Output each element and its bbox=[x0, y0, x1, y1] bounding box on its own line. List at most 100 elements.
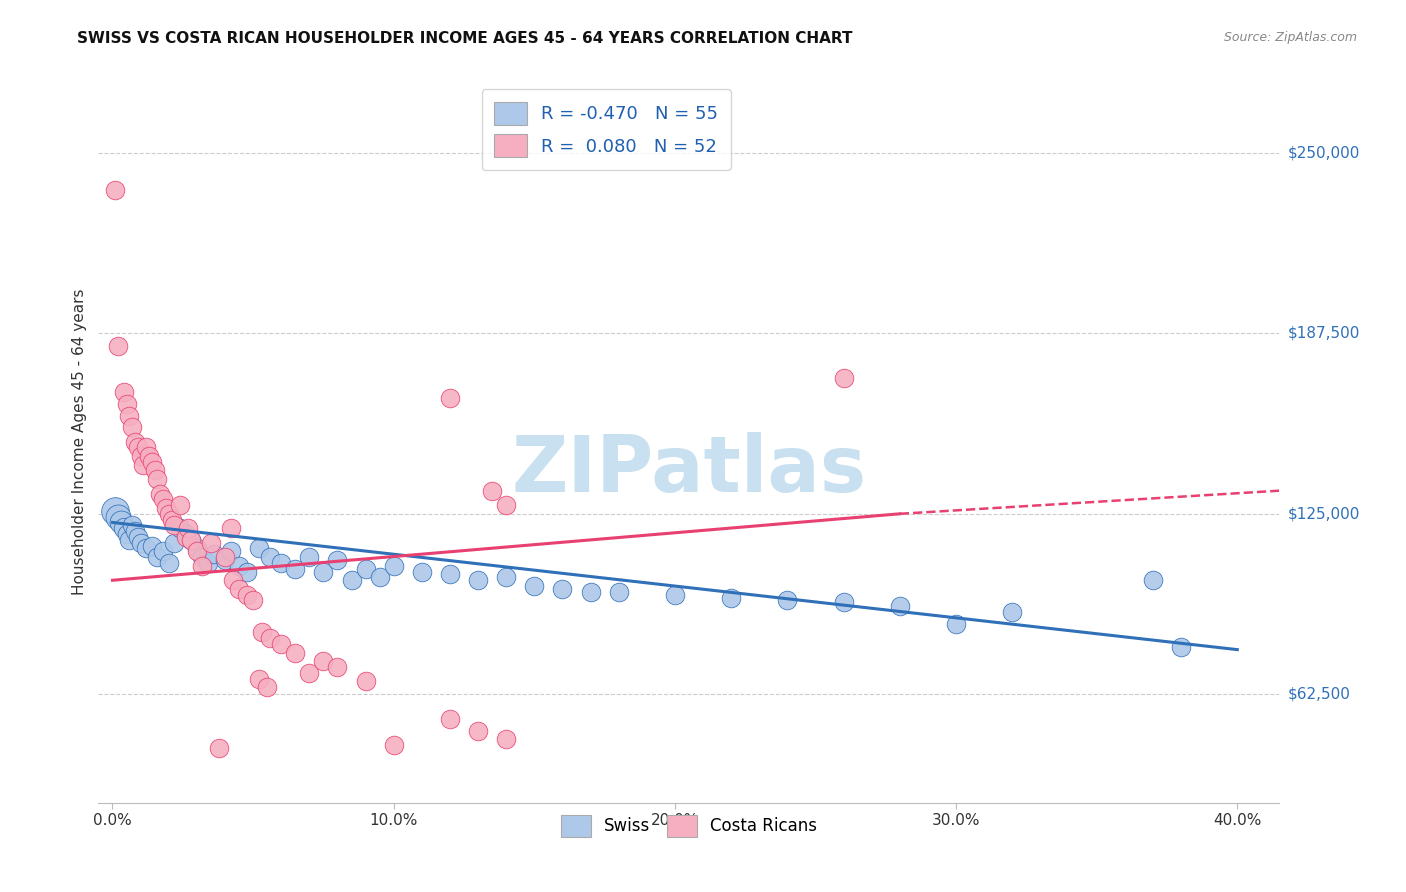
Point bbox=[157, 556, 180, 570]
Point bbox=[141, 455, 163, 469]
Point bbox=[354, 562, 377, 576]
Point bbox=[832, 595, 855, 609]
Y-axis label: Householder Income Ages 45 - 64 years: Householder Income Ages 45 - 64 years bbox=[72, 288, 87, 595]
Point bbox=[236, 588, 259, 602]
Point bbox=[495, 498, 517, 512]
Point bbox=[138, 449, 160, 463]
Point bbox=[439, 712, 461, 726]
Point bbox=[368, 570, 391, 584]
Text: ZIPatlas: ZIPatlas bbox=[512, 433, 866, 508]
Point bbox=[219, 521, 242, 535]
Point bbox=[174, 527, 197, 541]
Point bbox=[115, 397, 138, 411]
Point bbox=[247, 672, 270, 686]
Point bbox=[214, 553, 236, 567]
Point bbox=[1142, 574, 1164, 588]
Point bbox=[219, 544, 242, 558]
Point bbox=[180, 533, 202, 547]
Point bbox=[228, 558, 250, 573]
Point bbox=[129, 449, 152, 463]
Point bbox=[579, 584, 602, 599]
Point bbox=[110, 516, 132, 530]
Point bbox=[107, 339, 129, 353]
Point bbox=[1001, 605, 1024, 619]
Point bbox=[197, 556, 219, 570]
Point bbox=[259, 550, 281, 565]
Point bbox=[208, 740, 231, 755]
Point bbox=[664, 588, 686, 602]
Point bbox=[270, 637, 292, 651]
Point bbox=[157, 507, 180, 521]
Text: $187,500: $187,500 bbox=[1288, 326, 1360, 341]
Point bbox=[191, 550, 214, 565]
Point bbox=[132, 458, 155, 472]
Point bbox=[141, 539, 163, 553]
Point bbox=[326, 660, 349, 674]
Point bbox=[945, 616, 967, 631]
Point bbox=[439, 567, 461, 582]
Point bbox=[495, 732, 517, 747]
Point bbox=[236, 565, 259, 579]
Point bbox=[259, 631, 281, 645]
Point bbox=[382, 738, 405, 752]
Point bbox=[124, 524, 146, 538]
Point bbox=[129, 535, 152, 549]
Point bbox=[467, 574, 489, 588]
Point bbox=[115, 527, 138, 541]
Point bbox=[169, 521, 191, 535]
Point bbox=[270, 556, 292, 570]
Point bbox=[354, 674, 377, 689]
Point bbox=[551, 582, 574, 596]
Point bbox=[177, 521, 200, 535]
Point bbox=[298, 665, 321, 680]
Point bbox=[523, 579, 546, 593]
Point bbox=[118, 533, 141, 547]
Point bbox=[495, 570, 517, 584]
Point bbox=[1170, 640, 1192, 654]
Point bbox=[163, 518, 186, 533]
Point bbox=[720, 591, 742, 605]
Text: Source: ZipAtlas.com: Source: ZipAtlas.com bbox=[1223, 31, 1357, 45]
Point bbox=[250, 625, 273, 640]
Point bbox=[326, 553, 349, 567]
Point bbox=[284, 646, 307, 660]
Point bbox=[222, 574, 245, 588]
Point bbox=[163, 535, 186, 549]
Point bbox=[200, 535, 222, 549]
Point bbox=[228, 582, 250, 596]
Point bbox=[146, 472, 169, 486]
Point bbox=[135, 541, 157, 556]
Point bbox=[776, 593, 799, 607]
Point bbox=[467, 723, 489, 738]
Point bbox=[149, 486, 172, 500]
Point bbox=[135, 440, 157, 454]
Point bbox=[312, 654, 335, 668]
Point bbox=[146, 550, 169, 565]
Point bbox=[214, 550, 236, 565]
Point bbox=[832, 371, 855, 385]
Point bbox=[889, 599, 911, 614]
Point bbox=[127, 530, 149, 544]
Legend: Swiss, Costa Ricans: Swiss, Costa Ricans bbox=[553, 807, 825, 845]
Point bbox=[180, 533, 202, 547]
Point bbox=[121, 518, 143, 533]
Text: SWISS VS COSTA RICAN HOUSEHOLDER INCOME AGES 45 - 64 YEARS CORRELATION CHART: SWISS VS COSTA RICAN HOUSEHOLDER INCOME … bbox=[77, 31, 853, 46]
Point bbox=[186, 544, 208, 558]
Text: $250,000: $250,000 bbox=[1288, 145, 1360, 160]
Point bbox=[124, 434, 146, 449]
Point bbox=[607, 584, 630, 599]
Point bbox=[202, 547, 225, 561]
Point bbox=[411, 565, 433, 579]
Point bbox=[439, 391, 461, 405]
Point bbox=[112, 521, 135, 535]
Point bbox=[104, 504, 127, 518]
Point bbox=[186, 541, 208, 556]
Point bbox=[160, 512, 183, 526]
Point bbox=[174, 530, 197, 544]
Point bbox=[121, 420, 143, 434]
Point bbox=[118, 409, 141, 423]
Point bbox=[481, 483, 503, 498]
Point bbox=[152, 544, 174, 558]
Text: $62,500: $62,500 bbox=[1288, 687, 1351, 702]
Point bbox=[256, 680, 278, 694]
